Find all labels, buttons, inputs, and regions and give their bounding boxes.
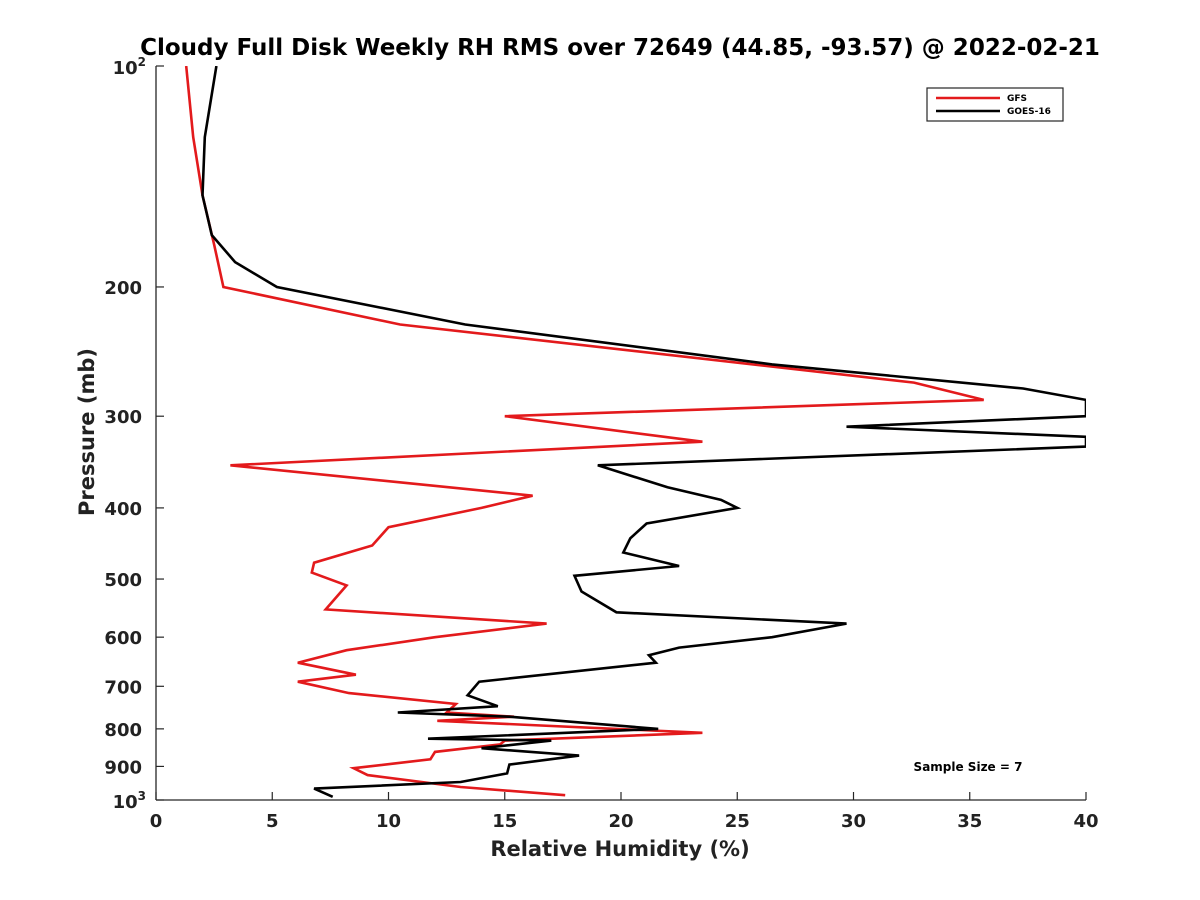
y-tick-label: 103 xyxy=(113,789,146,813)
x-tick-label: 10 xyxy=(376,811,401,832)
x-tick-label: 5 xyxy=(266,811,279,832)
x-tick-label: 40 xyxy=(1073,811,1098,832)
plot-area: 0 5 10 15 20 25 30 35 40 102 200 300 400 500 600 700 800… xyxy=(104,55,1098,832)
legend-box xyxy=(926,87,1064,122)
x-tick-label: 15 xyxy=(492,811,517,832)
x-tick-label: 0 xyxy=(150,811,163,832)
y-tick-label: 800 xyxy=(104,720,142,741)
y-tick-label: 102 xyxy=(113,55,146,79)
x-tick-label: 20 xyxy=(608,811,633,832)
y-tick-label: 600 xyxy=(104,628,142,649)
x-axis-label: Relative Humidity (%) xyxy=(490,837,749,861)
x-tick-label: 30 xyxy=(841,811,866,832)
x-tick-label: 35 xyxy=(957,811,982,832)
series-line-goes-16 xyxy=(201,66,1086,798)
y-tick-label: 700 xyxy=(104,677,142,698)
y-tick-label: 400 xyxy=(104,499,142,520)
series-line-gfs xyxy=(184,66,985,797)
legend-label: GOES-16 xyxy=(1007,107,1051,117)
legend-label: GFS xyxy=(1007,94,1027,104)
y-tick-label: 900 xyxy=(104,757,142,778)
y-tick-label: 300 xyxy=(104,407,142,428)
y-tick-label: 500 xyxy=(104,570,142,591)
y-tick-label: 200 xyxy=(104,278,142,299)
x-tick-label: 25 xyxy=(725,811,750,832)
legend: GFS GOES-16 xyxy=(926,87,1064,122)
y-axis-label: Pressure (mb) xyxy=(75,348,99,516)
chart-title: Cloudy Full Disk Weekly RH RMS over 7264… xyxy=(140,35,1100,61)
sample-size-annotation: Sample Size = 7 xyxy=(914,760,1023,774)
